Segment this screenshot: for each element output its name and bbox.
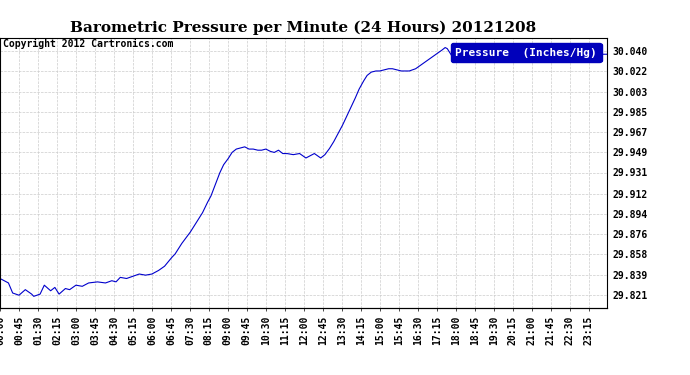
Legend: Pressure  (Inches/Hg): Pressure (Inches/Hg) bbox=[451, 43, 602, 62]
Pressure  (Inches/Hg) bbox=[532, 52, 540, 57]
Pressure  (Inches/Hg) bbox=[0, 276, 4, 281]
Pressure  (Inches/Hg) bbox=[30, 294, 38, 298]
Pressure  (Inches/Hg) bbox=[603, 52, 611, 57]
Pressure  (Inches/Hg) bbox=[199, 209, 208, 213]
Pressure  (Inches/Hg) bbox=[398, 69, 406, 73]
Pressure  (Inches/Hg) bbox=[117, 275, 125, 280]
Line: Pressure  (Inches/Hg): Pressure (Inches/Hg) bbox=[0, 46, 607, 296]
Pressure  (Inches/Hg) bbox=[131, 273, 139, 278]
Text: Copyright 2012 Cartronics.com: Copyright 2012 Cartronics.com bbox=[3, 39, 174, 50]
Pressure  (Inches/Hg) bbox=[451, 44, 460, 49]
Text: Barometric Pressure per Minute (24 Hours) 20121208: Barometric Pressure per Minute (24 Hours… bbox=[70, 21, 537, 35]
Pressure  (Inches/Hg) bbox=[478, 50, 486, 54]
